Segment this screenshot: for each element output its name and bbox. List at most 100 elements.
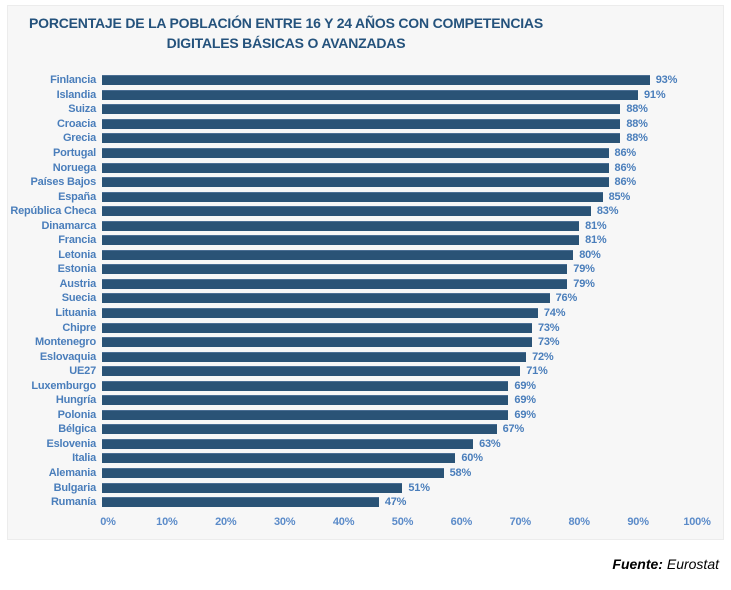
value-label: 86% xyxy=(614,161,637,174)
category-label: UE27 xyxy=(69,365,96,378)
category-label: Montenegro xyxy=(35,336,96,349)
value-label: 72% xyxy=(532,350,554,363)
bar xyxy=(102,409,509,420)
bar-row: Alemania 58% xyxy=(8,466,723,481)
category-label: Italia xyxy=(72,452,96,465)
bar xyxy=(102,337,532,348)
bar xyxy=(102,89,638,100)
bar xyxy=(102,264,568,275)
bar xyxy=(102,366,521,377)
value-label: 86% xyxy=(614,176,637,189)
bar xyxy=(102,206,591,217)
bar-track: 74% xyxy=(102,306,691,321)
bar xyxy=(102,249,574,260)
category-label: Luxemburgo xyxy=(31,379,96,392)
value-label: 58% xyxy=(449,467,472,480)
bar xyxy=(102,235,580,246)
x-axis: 0% 10% 20% 30% 40% 50% 60% 70% 80% 90% 100% xyxy=(100,509,711,533)
category-label: Dinamarca xyxy=(41,219,97,232)
value-label: 83% xyxy=(596,205,619,218)
bar-track: 76% xyxy=(102,291,691,306)
bar-track: 51% xyxy=(102,480,691,495)
category-label: Francia xyxy=(58,234,96,247)
bar-track: 69% xyxy=(102,408,691,423)
chart-title: PORCENTAJE DE LA POBLACIÓN ENTRE 16 Y 24… xyxy=(10,13,562,53)
value-label: 86% xyxy=(614,147,637,159)
bar-row: Eslovenia 63% xyxy=(8,437,723,452)
bar-track: 73% xyxy=(102,320,691,335)
bar-row: España 85% xyxy=(8,189,723,204)
bar-track: 86% xyxy=(102,160,691,175)
category-label: Eslovenia xyxy=(46,437,96,450)
bar-track: 69% xyxy=(102,378,691,393)
bar xyxy=(102,424,497,435)
bar-row: Montenegro 73% xyxy=(8,335,723,350)
bar xyxy=(102,191,603,202)
bar-track: 88% xyxy=(102,131,691,146)
bar-row: Portugal 86% xyxy=(8,146,723,161)
bar-row: Rumanía 47% xyxy=(8,495,723,510)
bar xyxy=(102,322,532,333)
category-label: Austria xyxy=(59,277,97,290)
value-label: 79% xyxy=(573,277,595,290)
x-axis-tick: 70% xyxy=(509,516,532,529)
source-note: Fuente: Eurostat xyxy=(0,556,731,572)
category-label: Finlancia xyxy=(50,74,96,87)
bar xyxy=(102,133,621,144)
bar-track: 88% xyxy=(102,102,691,117)
chart-panel: PORCENTAJE DE LA POBLACIÓN ENTRE 16 Y 24… xyxy=(7,5,724,540)
value-label: 73% xyxy=(537,336,560,349)
value-label: 76% xyxy=(555,292,578,305)
bar-row: Bulgaria 51% xyxy=(8,480,723,495)
bar xyxy=(102,278,568,289)
x-axis-tick: 20% xyxy=(215,516,237,529)
bar-track: 47% xyxy=(102,495,691,510)
bar-track: 69% xyxy=(102,393,691,408)
bar-track: 80% xyxy=(102,248,691,263)
bar-row: Polonia 69% xyxy=(8,408,723,423)
category-label: Bulgaria xyxy=(53,481,97,494)
category-label: Noruega xyxy=(52,161,96,174)
bar-row: Chipre 73% xyxy=(8,320,723,335)
bar-row: Dinamarca 81% xyxy=(8,218,723,233)
bar-row: Eslovaquia 72% xyxy=(8,349,723,364)
bar xyxy=(102,118,621,129)
bar-track: 88% xyxy=(102,117,691,132)
chart-title-line2: DIGITALES BÁSICAS O AVANZADAS xyxy=(166,35,406,51)
value-label: 69% xyxy=(514,379,536,392)
bar-track: 71% xyxy=(102,364,691,379)
bar xyxy=(102,395,509,406)
bar-track: 91% xyxy=(102,88,691,103)
bar-rows: Finlancia 93% Islandia 91% Suiza 88% Croacia 88… xyxy=(8,73,723,509)
value-label: 88% xyxy=(626,103,648,116)
bar xyxy=(102,75,650,86)
bar xyxy=(102,468,444,479)
bar-track: 86% xyxy=(102,175,691,190)
category-label: Portugal xyxy=(52,147,96,159)
value-label: 93% xyxy=(655,74,678,87)
x-axis-tick: 10% xyxy=(156,516,178,529)
bar-track: 73% xyxy=(102,335,691,350)
category-label: Bélgica xyxy=(58,423,96,436)
value-label: 73% xyxy=(537,321,560,334)
bar-track: 81% xyxy=(102,233,691,248)
bar-track: 79% xyxy=(102,277,691,292)
value-label: 88% xyxy=(626,117,648,130)
value-label: 79% xyxy=(573,263,595,276)
bar-row: Hungría 69% xyxy=(8,393,723,408)
bar xyxy=(102,351,527,362)
bar-track: 93% xyxy=(102,73,691,88)
category-label: Letonia xyxy=(58,248,96,261)
bar-row: UE27 71% xyxy=(8,364,723,379)
value-label: 69% xyxy=(514,394,536,407)
value-label: 60% xyxy=(461,452,483,465)
x-axis-tick: 50% xyxy=(391,516,414,529)
value-label: 51% xyxy=(408,481,430,494)
bar-row: Lituania 74% xyxy=(8,306,723,321)
bar xyxy=(102,162,609,173)
value-label: 81% xyxy=(585,219,607,232)
category-label: República Checa xyxy=(10,205,96,218)
value-label: 71% xyxy=(526,365,548,378)
bar-row: Suiza 88% xyxy=(8,102,723,117)
bar-track: 83% xyxy=(102,204,691,219)
